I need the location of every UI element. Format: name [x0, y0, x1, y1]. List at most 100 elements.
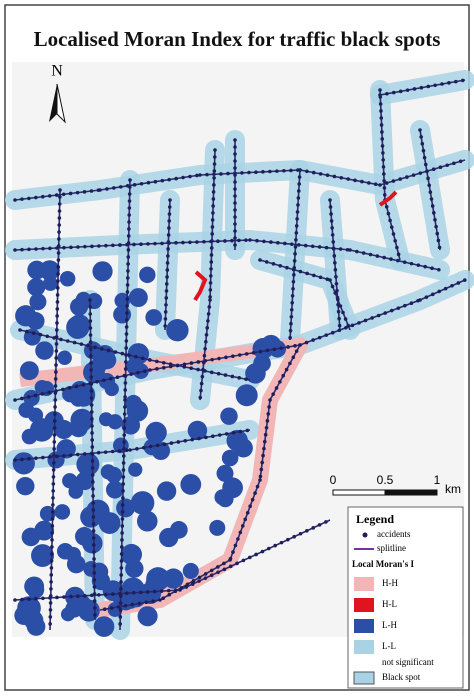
accident — [291, 286, 295, 291]
accident — [57, 223, 62, 227]
accident — [212, 162, 217, 166]
accident — [346, 323, 350, 328]
lh-cluster — [56, 542, 74, 560]
accident — [25, 329, 29, 334]
accident — [330, 284, 335, 289]
accident — [31, 331, 36, 335]
accident — [382, 255, 386, 260]
accident — [275, 169, 279, 173]
accident — [120, 503, 125, 507]
accident — [52, 426, 57, 430]
accident — [317, 245, 322, 249]
accident — [49, 573, 54, 577]
accident — [90, 424, 94, 428]
accident — [50, 510, 55, 514]
accident — [216, 239, 220, 244]
accident — [125, 290, 130, 294]
accident — [146, 180, 151, 185]
accident — [233, 166, 237, 170]
accident — [368, 252, 373, 257]
accident — [59, 337, 63, 342]
accident — [462, 278, 467, 282]
accident — [199, 388, 203, 393]
accident — [289, 168, 293, 173]
accident — [181, 175, 185, 180]
accident — [118, 608, 123, 612]
accident — [330, 330, 335, 335]
accident — [357, 321, 361, 325]
accident — [219, 172, 223, 176]
accident — [124, 325, 129, 329]
accident — [264, 260, 269, 264]
accident — [203, 346, 207, 351]
accident — [51, 475, 56, 479]
accident — [91, 515, 96, 519]
accident — [128, 185, 132, 189]
accident — [318, 275, 323, 280]
accident — [402, 260, 407, 264]
accident — [89, 189, 94, 193]
accident — [124, 346, 128, 350]
accident — [286, 345, 290, 349]
accident — [421, 148, 426, 153]
lh-cluster — [74, 527, 94, 546]
lh-cluster — [253, 354, 271, 373]
accident — [69, 245, 73, 250]
accident — [53, 384, 58, 388]
accident — [58, 195, 62, 199]
accident — [248, 504, 252, 509]
accident — [56, 265, 61, 269]
accident — [262, 239, 266, 244]
accident — [118, 622, 122, 626]
accident — [212, 169, 217, 173]
accident — [175, 363, 180, 368]
accident — [53, 398, 58, 402]
accident — [164, 282, 169, 286]
accident — [88, 319, 93, 323]
accident — [231, 430, 236, 435]
lh-cluster — [21, 428, 38, 445]
lh-cluster — [83, 341, 102, 360]
accident — [430, 266, 434, 271]
accident — [353, 178, 357, 183]
accident — [182, 365, 187, 369]
accident — [93, 606, 97, 610]
lh-cluster — [187, 420, 208, 441]
accident — [53, 405, 57, 409]
accident — [126, 255, 131, 259]
accident — [430, 292, 435, 297]
accident — [206, 312, 211, 316]
accident — [361, 251, 366, 255]
accident — [204, 333, 209, 337]
accident — [167, 226, 171, 230]
accident — [381, 158, 385, 162]
accident — [49, 552, 54, 556]
accident — [108, 376, 113, 381]
accident — [123, 603, 128, 608]
accident — [52, 419, 57, 423]
accident — [58, 188, 62, 192]
accident — [241, 558, 246, 563]
accident — [272, 347, 277, 352]
accident — [226, 171, 230, 176]
accident — [279, 540, 284, 545]
accident — [382, 193, 387, 197]
accident — [182, 362, 187, 367]
accident — [163, 324, 167, 328]
accident — [427, 183, 432, 188]
accident — [248, 238, 252, 242]
accident — [255, 238, 259, 243]
accident — [223, 239, 227, 243]
legend-swatch — [354, 577, 374, 591]
accident — [222, 561, 226, 566]
accident — [208, 295, 212, 299]
accident — [153, 241, 157, 246]
accident — [331, 247, 336, 251]
accident — [383, 311, 388, 315]
accident — [113, 350, 118, 354]
accident — [130, 602, 135, 607]
accident — [142, 445, 146, 450]
accident — [367, 181, 371, 185]
accident — [165, 261, 170, 265]
